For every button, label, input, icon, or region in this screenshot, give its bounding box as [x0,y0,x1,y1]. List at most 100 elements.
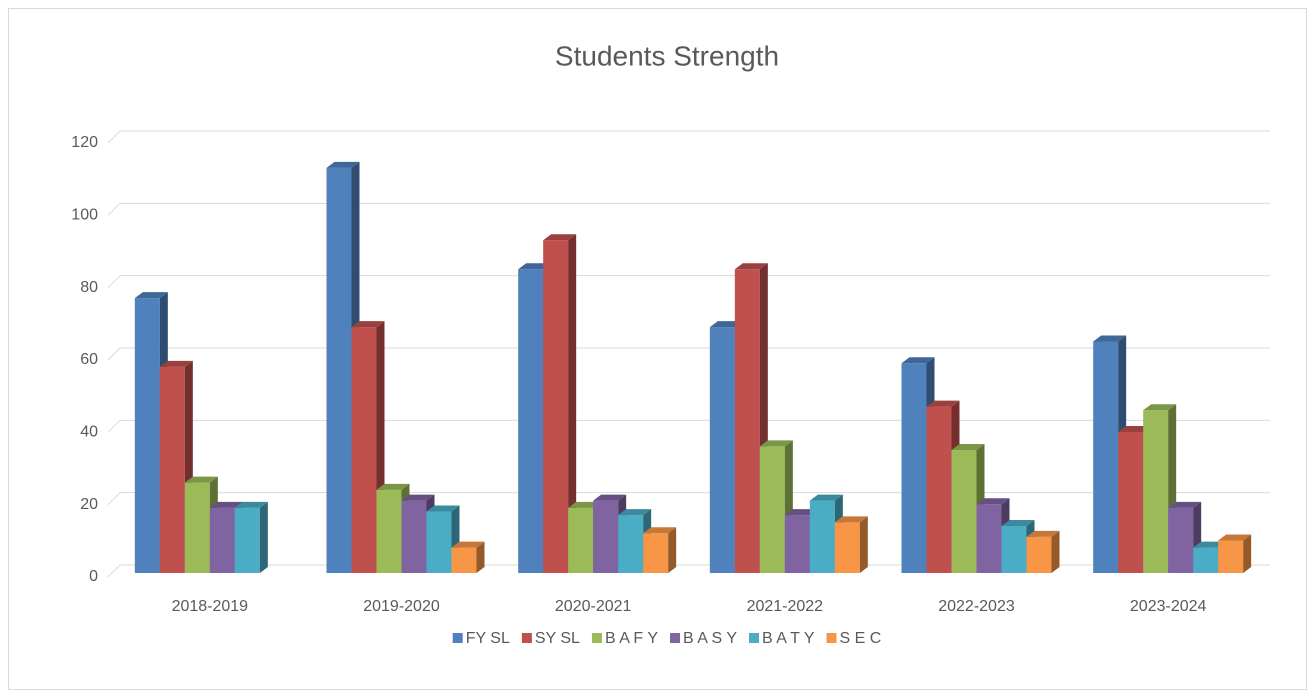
bar-top [643,527,677,534]
bar-top [1193,541,1227,548]
bar-front [326,167,352,573]
bar-front [618,515,644,573]
bar-side [1243,534,1252,573]
bar-front [518,269,544,573]
bar-top [1143,404,1177,411]
legend-label: S E C [840,630,882,647]
bar-top [593,494,627,501]
y-tick-label: 40 [80,424,98,441]
legend-label: FY SL [466,630,510,647]
y-tick-label: 60 [80,351,98,368]
y-tick-label: 100 [71,207,98,224]
bar-front [951,450,977,573]
bar [1218,534,1252,573]
bar-front [426,511,452,573]
bar-front [234,507,260,573]
bar-front [734,269,760,573]
bar-front [834,522,860,573]
bar-top [451,541,485,548]
x-tick-label: 2021-2022 [747,598,824,615]
grid-line-side [107,419,121,433]
y-tick-label: 120 [71,134,98,151]
x-tick-label: 2023-2024 [1130,598,1207,615]
bar-top [568,501,602,508]
bar [1026,530,1060,573]
bar [543,234,577,573]
bar-top [426,505,460,512]
bar-front [759,446,785,573]
grid-line-side [107,347,121,361]
legend-label: B A S Y [683,630,737,647]
grid-line-side [107,564,121,578]
bar-side [568,234,577,573]
bar-side [668,527,677,573]
bar [618,509,652,573]
bar-front [1001,525,1027,573]
x-tick-label: 2020-2021 [555,598,632,615]
legend-swatch [452,633,463,643]
y-tick-label: 80 [80,279,98,296]
bar-top [518,263,552,270]
grid-line-side [107,492,121,506]
bar-front [1143,410,1169,573]
bar-top [709,321,743,328]
bar-front [1193,547,1219,573]
bar [451,541,485,573]
bar-front [926,406,952,573]
bar-front [159,366,185,573]
bar-top [1093,335,1127,342]
bar-top [1118,425,1152,432]
bar-top [976,498,1010,505]
x-tick-label: 2019-2020 [363,598,440,615]
bar [643,527,677,573]
legend-swatch [826,633,837,643]
bar-top [618,509,652,516]
bar-top [209,501,243,508]
bar-front [709,327,735,573]
chart-title: Students Strength [555,40,779,71]
bar-top [326,161,360,168]
bar-front [401,500,427,573]
bar-front [593,500,619,573]
legend-swatch [521,633,532,643]
bar-top [401,494,435,501]
bar-front [134,298,160,573]
grid-line-side [107,130,121,144]
bar-top [234,501,268,508]
bar-top [376,483,410,490]
bar-top [159,360,193,367]
bar-top [1026,530,1060,537]
bar-top [926,400,960,407]
bar-top [1218,534,1252,541]
bar-front [543,240,569,573]
x-tick-label: 2022-2023 [938,598,1015,615]
bar-front [976,504,1002,573]
bar-front [1218,540,1244,573]
bar-top [834,516,868,523]
bar [809,494,843,573]
bar-top [951,444,985,451]
bar-side [259,501,268,573]
bar-front [568,507,594,573]
bar-side [1051,530,1060,573]
bar-front [1026,536,1052,573]
bar-top [184,476,218,483]
bar-top [543,234,577,241]
legend-swatch [591,633,602,643]
chart-border [8,8,1307,690]
bar-top [1001,519,1035,526]
bar-top [784,509,818,516]
bar-side [476,541,485,573]
x-tick-label: 2018-2019 [172,598,249,615]
bar-front [1118,431,1144,573]
bar-front [809,500,835,573]
legend: FY SL SY SL B A F Y B A S Y B A T Y S E C [452,630,882,647]
bar-top [1168,501,1202,508]
legend-label: SY SL [535,630,580,647]
grid-line-side [107,202,121,216]
legend-swatch [749,633,759,643]
legend-label: B A F Y [605,630,658,647]
legend-swatch [670,633,681,643]
